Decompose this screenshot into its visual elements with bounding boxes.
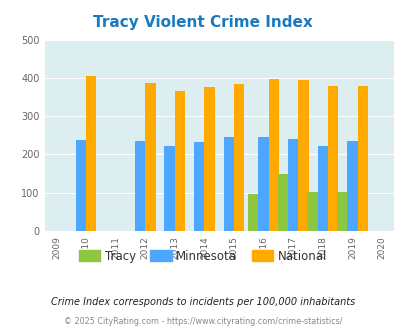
Bar (76, 140, 86, 231)
Bar (86, 76, 96, 231)
Bar (307, 192, 317, 231)
Legend: Tracy, Minnesota, National: Tracy, Minnesota, National (75, 246, 330, 266)
Bar (134, 142, 145, 231)
Bar (327, 85, 337, 231)
Text: © 2025 CityRating.com - https://www.cityrating.com/crime-statistics/: © 2025 CityRating.com - https://www.city… (64, 317, 341, 326)
Bar (194, 142, 204, 231)
Text: Tracy Violent Crime Index: Tracy Violent Crime Index (93, 15, 312, 30)
Bar (145, 83, 155, 231)
Bar (175, 91, 185, 231)
Bar (287, 139, 298, 231)
Bar (336, 192, 346, 231)
Bar (204, 87, 214, 231)
Text: Crime Index corresponds to incidents per 100,000 inhabitants: Crime Index corresponds to incidents per… (51, 297, 354, 307)
Bar (357, 86, 367, 231)
Bar (298, 80, 308, 231)
Bar (164, 146, 175, 231)
Bar (258, 137, 268, 231)
Bar (268, 79, 279, 231)
Bar (223, 137, 233, 231)
Bar (317, 146, 327, 231)
Bar (277, 174, 287, 231)
Bar (233, 84, 244, 231)
Bar (346, 141, 357, 231)
Bar (247, 194, 258, 231)
